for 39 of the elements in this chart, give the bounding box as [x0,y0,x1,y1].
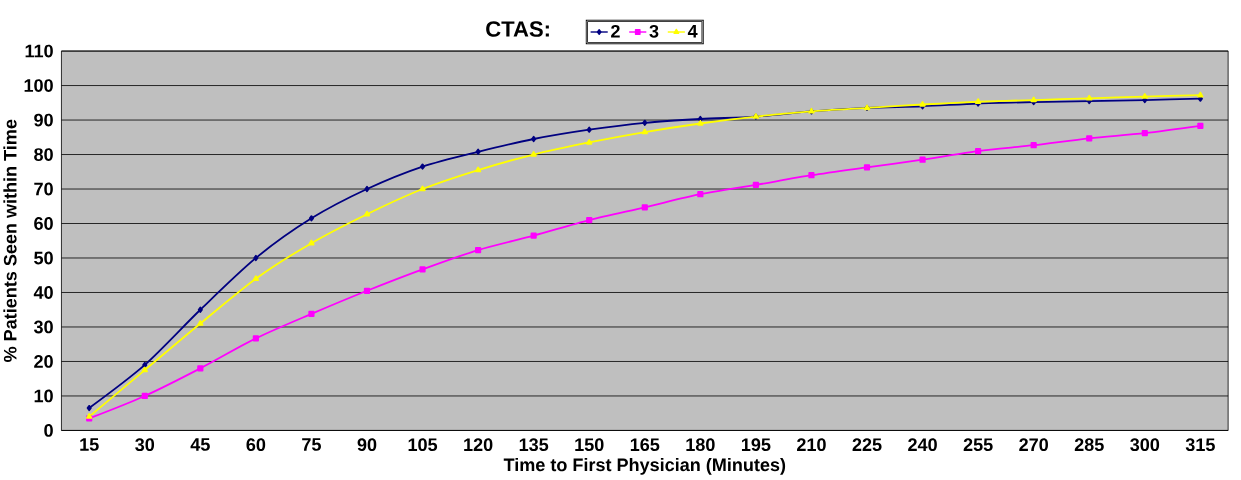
y-tick-label: 10 [34,389,53,403]
x-tick-label: 15 [80,438,99,451]
y-tick-label: 110 [25,44,53,58]
x-tick-label: 225 [852,438,882,451]
legend-label: 2 [611,24,620,38]
x-tick-label: 45 [190,438,210,451]
x-tick-label: 195 [741,438,771,451]
x-tick-label: 120 [464,438,493,451]
y-tick-label: 90 [34,113,53,127]
y-tick-label: 40 [33,285,53,299]
y-tick-label: 30 [33,320,53,334]
y-tick-label: 0 [44,423,53,437]
y-tick-label: 70 [34,182,53,196]
x-tick-label: 135 [519,438,549,451]
x-tick-label: 210 [797,438,826,451]
x-tick-label: 270 [1019,438,1048,451]
y-tick-label: 100 [24,78,53,92]
x-tick-label: 75 [302,438,321,451]
x-tick-label: 315 [1185,438,1215,451]
legend-title: CTAS: [486,20,549,37]
x-tick-label: 60 [246,438,266,451]
x-tick-label: 300 [1130,438,1160,451]
x-axis-title: Time to First Physician (Minutes) [503,457,786,475]
x-tick-label: 285 [1074,438,1104,451]
x-tick-label: 255 [963,438,993,451]
y-tick-label: 60 [34,216,53,230]
x-tick-label: 105 [408,438,438,451]
x-tick-label: 165 [630,438,660,451]
y-tick-label: 80 [34,147,53,161]
y-axis-title: % Patients Seen within Time [3,119,17,362]
x-tick-label: 180 [686,438,715,451]
legend-label: 4 [687,24,698,38]
x-tick-label: 90 [357,438,377,451]
y-tick-label: 20 [34,354,53,368]
y-tick-label: 50 [34,251,53,265]
legend-label: 3 [649,24,659,38]
x-tick-label: 30 [135,438,155,451]
x-tick-label: 150 [575,438,604,451]
x-tick-label: 240 [908,438,937,451]
